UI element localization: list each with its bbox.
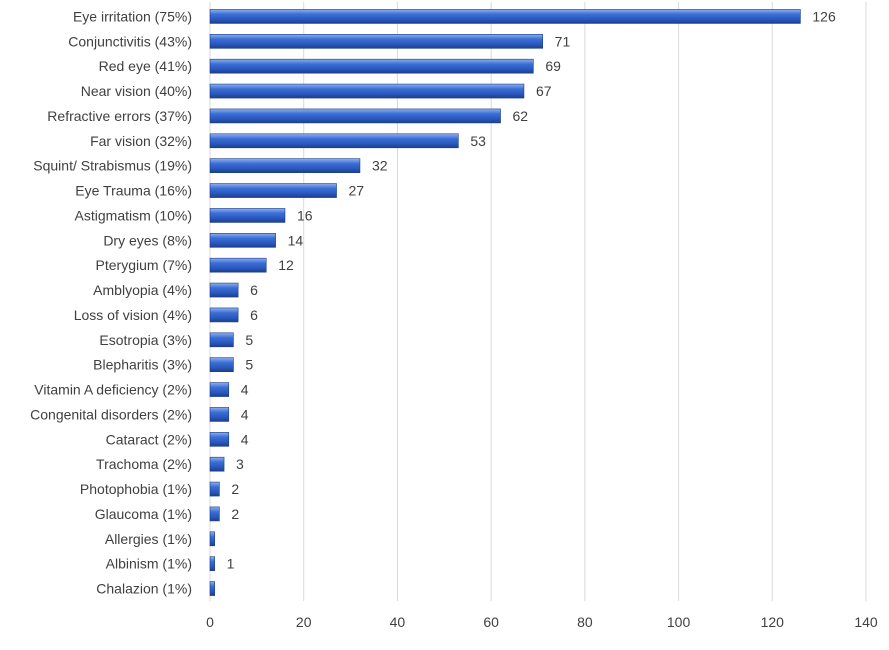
data-label: 5 [245,332,253,348]
category-label: Eye Trauma (16%) [75,183,192,199]
x-tick-label: 0 [206,614,214,630]
bars [209,9,801,596]
category-label: Vitamin A deficiency (2%) [34,382,192,398]
bar [209,506,220,522]
category-labels: Eye irritation (75%) Conjunctivitis (43%)… [30,8,192,596]
data-label: 62 [513,108,529,124]
category-label: Red eye (41%) [99,58,192,74]
bar [209,307,239,323]
category-label: Chalazion (1%) [96,581,192,597]
bar [209,531,215,547]
x-tick-label: 20 [296,614,312,630]
bar [209,9,801,24]
bar [209,257,267,273]
data-label: 12 [278,257,294,273]
x-tick-label: 80 [577,614,593,630]
category-label: Albinism (1%) [106,556,192,572]
x-axis-ticks: 0 20 40 60 80 100 120 140 [206,614,878,630]
x-tick-label: 120 [761,614,785,630]
bar [209,456,225,472]
data-label: 5 [245,357,253,373]
data-label: 3 [236,456,244,472]
data-label: 14 [288,232,304,248]
bar [209,556,215,571]
category-label: Photophobia (1%) [80,481,192,497]
bar [209,481,220,497]
data-label: 27 [349,183,365,199]
bar [209,382,230,397]
gridlines [209,2,867,601]
bar [209,432,230,447]
data-label: 32 [372,158,388,174]
category-label: Amblyopia (4%) [93,282,192,298]
data-label: 6 [250,307,258,323]
data-label: 71 [555,33,571,49]
bar [209,183,337,198]
category-label: Dry eyes (8%) [103,232,192,248]
data-label: 2 [231,506,239,522]
category-label: Squint/ Strabismus (19%) [33,158,192,174]
category-label: Blepharitis (3%) [93,357,192,373]
category-label: Cataract (2%) [106,431,192,447]
bar [209,34,543,49]
bar [209,58,534,74]
category-label: Pterygium (7%) [96,257,192,273]
data-label: 67 [536,83,552,99]
category-label: Trachoma (2%) [96,456,192,472]
bar [209,357,234,372]
bar [209,282,239,298]
bar [209,233,276,248]
category-label: Astigmatism (10%) [75,207,192,223]
category-label: Esotropia (3%) [99,332,192,348]
x-tick-label: 60 [483,614,499,630]
x-tick-label: 40 [390,614,406,630]
bar [209,407,230,422]
data-label: 53 [470,133,486,149]
data-label: 69 [545,58,561,74]
data-label: 126 [812,8,836,24]
data-label: 4 [241,431,249,447]
x-tick-label: 140 [854,614,878,630]
bar [209,133,459,149]
bar [209,581,215,596]
category-label: Allergies (1%) [105,531,192,547]
x-tick-label: 100 [667,614,691,630]
bar [209,158,361,173]
category-label: Loss of vision (4%) [74,307,192,323]
bar [209,208,286,223]
data-label: 16 [297,207,313,223]
category-label: Eye irritation (75%) [73,8,192,24]
bar [209,108,501,124]
data-label: 2 [231,481,239,497]
category-label: Far vision (32%) [90,133,192,149]
category-label: Congenital disorders (2%) [30,406,192,422]
bar [209,332,234,348]
data-label: 6 [250,282,258,298]
category-label: Conjunctivitis (43%) [68,33,192,49]
data-label: 4 [241,382,249,398]
category-label: Near vision (40%) [81,83,192,99]
data-label: 1 [227,556,235,572]
category-label: Glaucoma (1%) [95,506,192,522]
bar [209,83,525,99]
data-label: 4 [241,406,249,422]
category-label: Refractive errors (37%) [47,108,192,124]
